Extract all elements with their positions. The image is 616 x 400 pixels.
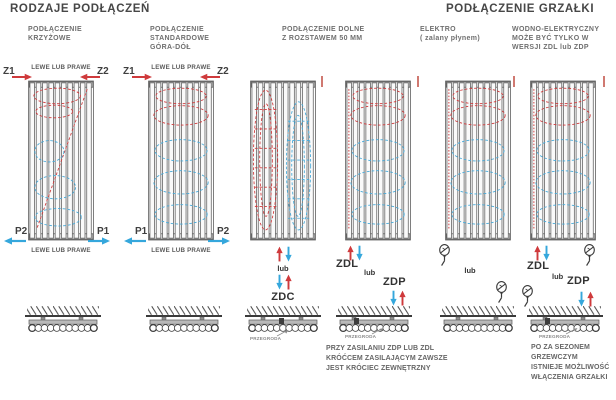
rad1-top-note: LEWE LUB PRAWE [31,64,91,71]
column-separator-tick [603,76,605,87]
subtitle-line: Z ROZSTAWEM 50 MM [282,35,363,42]
subtitle-bottom-50mm: PODŁĄCZENIE DOLNE Z ROZSTAWEM 50 MM [282,25,365,43]
subtitle-water-electric: WODNO-ELEKTRYCZNY MOŻE BYĆ TYLKO W WERSJ… [512,25,599,52]
supply-up-arrow-icon [587,291,594,307]
radiator-zdl-zdp-diagram [345,78,411,243]
przegroda-pointer-icon [276,329,289,337]
note-line: WŁĄCZENIA GRZAŁKI [531,374,608,381]
rad1-z1-label: Z1 [3,66,15,77]
rad2-p2-label: P2 [217,226,230,237]
return-arrow-icon [2,237,28,245]
return-down-arrow-icon [285,246,292,262]
wall-mount-top-view [25,306,101,334]
subtitle-line: PODŁĄCZENIE DOLNE [282,26,365,33]
subtitle-line: WODNO-ELEKTRYCZNY [512,26,600,33]
subtitle-line: STANDARDOWE [150,35,210,42]
subtitle-line: MOŻE BYĆ TYLKO W [512,35,589,42]
subtitle-line: PODŁĄCZENIE [28,26,83,33]
note-line: GRZEWCZYM [531,354,578,361]
radiator-water-electric-diagram [530,78,596,243]
przegroda-label: PRZEGRODA [250,336,282,341]
subtitle-line: ( zalany płynem) [420,35,481,42]
note-heater-rule: PO ZA SEZONEM GRZEWCZYM ISTNIEJE MOŻLIWO… [531,343,609,383]
przegroda-divider-mark [354,318,359,324]
zdp-label: ZDP [383,276,406,288]
rad2-z2-label: Z2 [217,66,229,77]
zdp-label: ZDP [567,275,590,287]
przegroda-label: PRZEGRODA [345,334,377,339]
section-title-heater-connection: PODŁĄCZENIE GRZAŁKI [446,3,595,15]
return-down-arrow-icon [390,290,397,306]
rad1-p2-label: P2 [15,226,28,237]
return-arrow-icon [86,237,112,245]
or-label: lub [277,264,289,273]
rad2-top-note: LEWE LUB PRAWE [151,64,211,71]
rad2-z1-label: Z1 [123,66,135,77]
subtitle-line: WERSJI ZDL lub ZDP [512,44,589,51]
subtitle-line: GÓRA-DÓŁ [150,44,191,51]
supply-up-arrow-icon [534,245,541,261]
wall-mount-top-view [440,306,516,334]
przegroda-divider-mark [279,318,284,324]
or-label: lub [464,266,476,275]
wall-mount-top-view [146,306,222,334]
note-line: PO ZA SEZONEM [531,344,590,351]
heater-element-icon [495,281,508,304]
subtitle-cross-connection: PODŁĄCZENIE KRZYŻOWE [28,25,82,43]
or-label: lub [364,268,376,277]
note-line: KRÓĆCEM ZASILAJĄCYM ZAWSZE [326,355,448,362]
subtitle-line: PODŁĄCZENIE [150,26,205,33]
return-down-arrow-icon [578,291,585,307]
rad2-p1-label: P1 [135,226,148,237]
or-label: lub [552,272,564,281]
heater-element-icon [438,244,451,267]
column-separator-tick [321,76,323,87]
rad1-z2-label: Z2 [97,66,109,77]
radiator-electric-diagram [445,78,511,243]
supply-up-arrow-icon [276,246,283,262]
subtitle-electric: ELEKTRO ( zalany płynem) [420,25,480,43]
column-separator-tick [513,76,515,87]
przegroda-pointer-icon [565,327,578,335]
supply-up-arrow-icon [399,290,406,306]
section-title-connection-types: RODZAJE PODŁĄCZEŃ [10,3,150,15]
zdl-label: ZDL [336,258,359,270]
column-separator-tick [417,76,419,87]
zdc-label: ZDC [271,291,295,303]
rad1-bottom-note: LEWE LUB PRAWE [31,247,91,254]
note-line: ISTNIEJE MOŻLIWOŚĆ [531,364,610,371]
subtitle-standard-top-bottom: PODŁĄCZENIE STANDARDOWE GÓRA-DÓŁ [150,25,209,52]
rad1-p1-label: P1 [97,226,110,237]
note-supply-rule: PRZY ZASILANIU ZDP LUB ZDL KRÓĆCEM ZASIL… [326,344,448,374]
note-line: JEST KRÓCIEC ZEWNĘTRZNY [326,365,431,372]
return-down-arrow-icon [543,245,550,261]
return-arrow-icon [122,237,148,245]
radiator-standard-diagram [148,78,214,243]
przegroda-label: PRZEGRODA [539,334,571,339]
radiator-cross-diagram [28,78,94,243]
zdl-label: ZDL [527,260,550,272]
return-down-arrow-icon [276,274,283,290]
przegroda-pointer-icon [371,327,384,335]
subtitle-line: ELEKTRO [420,26,456,33]
rad2-bottom-note: LEWE LUB PRAWE [151,247,211,254]
subtitle-line: KRZYŻOWE [28,35,71,42]
supply-up-arrow-icon [285,274,292,290]
przegroda-divider-mark [545,318,550,324]
note-line: PRZY ZASILANIU ZDP LUB ZDL [326,345,435,352]
radiator-zdc-diagram [250,78,316,243]
heater-element-icon [583,244,596,267]
return-arrow-icon [206,237,232,245]
heater-element-icon [521,285,534,308]
